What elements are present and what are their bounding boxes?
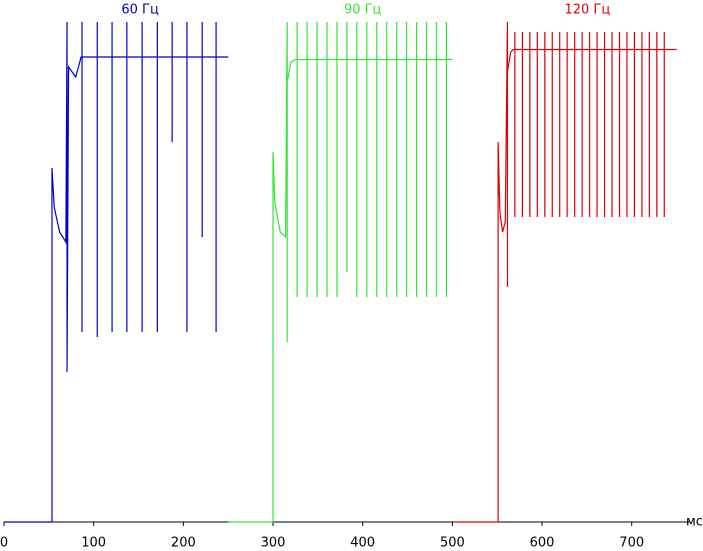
series-line (4, 21, 229, 523)
x-tick-label: 700 (619, 536, 644, 551)
series-label: 60 Гц (121, 3, 159, 18)
x-tick-label: 300 (261, 536, 286, 551)
x-tick-label: 200 (171, 536, 196, 551)
x-tick-label: 600 (530, 536, 555, 551)
x-tick-label: 100 (81, 536, 106, 551)
series-label: 120 Гц (564, 3, 610, 18)
x-axis-label: мс (686, 515, 703, 530)
x-tick-label: 400 (350, 536, 375, 551)
x-tick-label: 0 (0, 536, 8, 551)
series-line (228, 21, 453, 523)
x-tick-label: 500 (440, 536, 465, 551)
series-label: 90 Гц (344, 3, 382, 18)
series-line (453, 21, 677, 523)
